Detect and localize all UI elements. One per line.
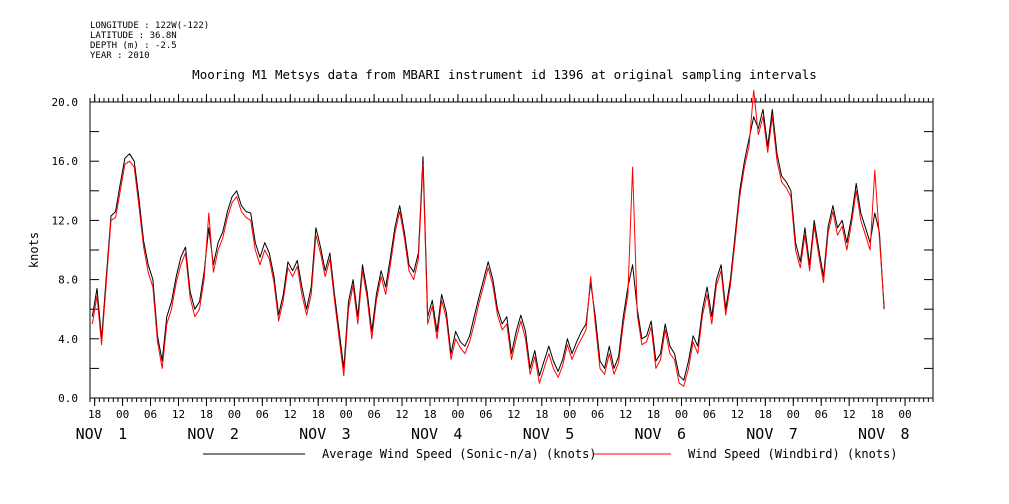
y-tick-label: 12.0	[52, 214, 79, 227]
x-day-label-day: 1	[118, 425, 127, 443]
legend-label-2: Wind Speed (Windbird) (knots)	[688, 447, 898, 461]
x-day-label-day: 8	[901, 425, 910, 443]
x-day-label-month: NOV	[299, 425, 326, 443]
meta-year: YEAR : 2010	[90, 51, 150, 61]
x-day-label: NOV 3	[299, 425, 351, 443]
x-tick-label: 12	[284, 408, 297, 421]
chart-title: Mooring M1 Metsys data from MBARI instru…	[192, 67, 817, 82]
x-day-label: NOV 6	[634, 425, 686, 443]
x-tick-label: 06	[256, 408, 269, 421]
x-tick-label: 00	[898, 408, 911, 421]
meta-longitude: LONGITUDE : 122W(-122)	[90, 21, 210, 31]
x-tick-label: 18	[423, 408, 436, 421]
y-tick-label: 4.0	[58, 333, 78, 346]
x-tick-label: 06	[703, 408, 716, 421]
y-tick-label: 20.0	[52, 96, 79, 109]
x-tick-label: 18	[312, 408, 325, 421]
x-day-label-month: NOV	[746, 425, 773, 443]
x-tick-label: 00	[340, 408, 353, 421]
x-tick-label: 06	[815, 408, 828, 421]
x-tick-label: 18	[870, 408, 883, 421]
x-day-label-month: NOV	[411, 425, 438, 443]
x-day-label-month: NOV	[523, 425, 550, 443]
x-tick-label: 06	[479, 408, 492, 421]
x-tick-label: 06	[367, 408, 380, 421]
x-tick-label: 00	[675, 408, 688, 421]
x-tick-label: 18	[88, 408, 101, 421]
x-tick-label: 00	[116, 408, 129, 421]
x-tick-label: 00	[228, 408, 241, 421]
series-average-wind-speed	[91, 108, 885, 381]
x-day-label: NOV 4	[411, 425, 463, 443]
x-day-label: NOV 7	[746, 425, 798, 443]
x-day-label-month: NOV	[187, 425, 214, 443]
x-day-label-day: 5	[565, 425, 574, 443]
legend-label-1: Average Wind Speed (Sonic-n/a) (knots)	[322, 447, 597, 461]
x-day-label: NOV 1	[76, 425, 128, 443]
y-tick-label: 0.0	[58, 392, 78, 405]
x-tick-label: 18	[200, 408, 213, 421]
x-day-label-month: NOV	[76, 425, 103, 443]
x-tick-label: 12	[619, 408, 632, 421]
x-tick-label: 18	[759, 408, 772, 421]
chart-ticks	[89, 94, 934, 406]
chart-labels: 18 00 06 12 18 00 06 12 18 00 06 12 18 00 06 12 18 00 06 12…	[27, 96, 912, 443]
x-tick-label: 00	[451, 408, 464, 421]
x-tick-label: 12	[172, 408, 185, 421]
x-tick-label: 12	[731, 408, 744, 421]
y-tick-label: 8.0	[58, 274, 78, 287]
x-day-label-day: 3	[342, 425, 351, 443]
x-tick-label: 12	[843, 408, 856, 421]
x-day-label-day: 7	[789, 425, 798, 443]
x-day-label: NOV 8	[858, 425, 910, 443]
metadata-block: LONGITUDE : 122W(-122) LATITUDE : 36.8N …	[90, 21, 209, 61]
y-tick-label: 16.0	[52, 155, 79, 168]
x-tick-label: 12	[395, 408, 408, 421]
meta-depth: DEPTH (m) : -2.5	[90, 41, 177, 51]
chart-legend: Average Wind Speed (Sonic-n/a) (knots) Wi…	[203, 447, 898, 461]
x-tick-label: 18	[647, 408, 660, 421]
x-day-label-day: 4	[453, 425, 462, 443]
x-tick-label: 18	[535, 408, 548, 421]
x-tick-label: 12	[507, 408, 520, 421]
x-day-label-day: 2	[230, 425, 239, 443]
x-tick-label: 00	[787, 408, 800, 421]
x-day-label-month: NOV	[858, 425, 885, 443]
y-axis-label: knots	[27, 232, 41, 268]
x-tick-label: 00	[563, 408, 576, 421]
series-windbird-wind-speed	[91, 89, 885, 387]
meta-latitude: LATITUDE : 36.8N	[90, 31, 177, 41]
x-tick-label: 06	[144, 408, 157, 421]
x-day-label: NOV 5	[523, 425, 575, 443]
x-day-label: NOV 2	[187, 425, 239, 443]
x-day-label-month: NOV	[634, 425, 661, 443]
chart-series	[91, 89, 885, 387]
x-tick-label: 06	[591, 408, 604, 421]
x-day-label-day: 6	[677, 425, 686, 443]
